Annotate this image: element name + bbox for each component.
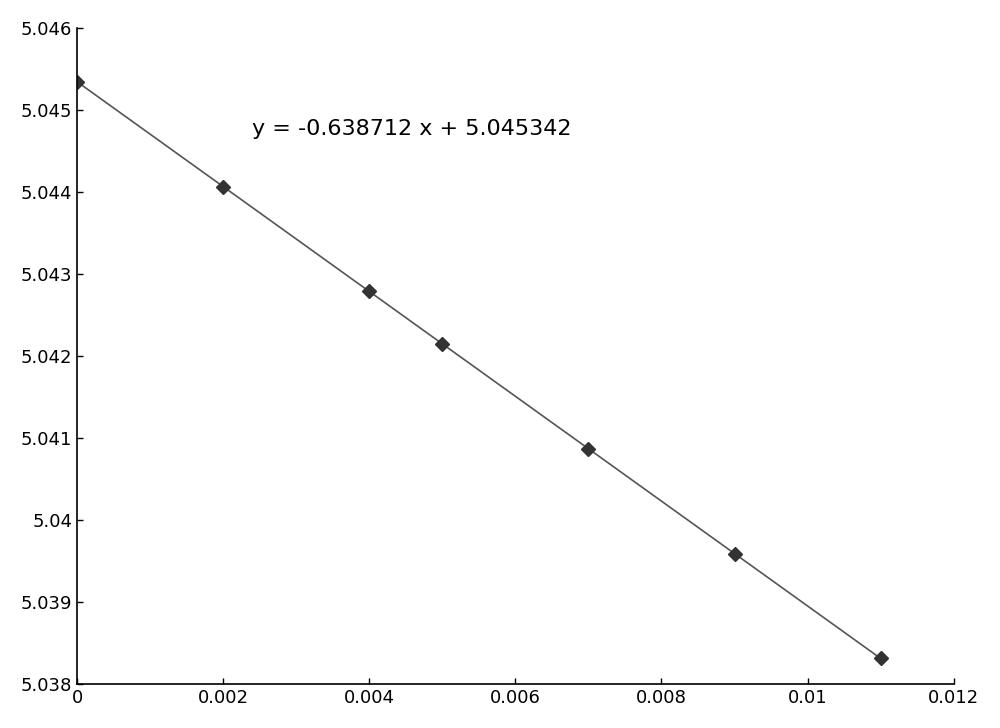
Text: y = -0.638712 x + 5.045342: y = -0.638712 x + 5.045342 (252, 119, 572, 138)
